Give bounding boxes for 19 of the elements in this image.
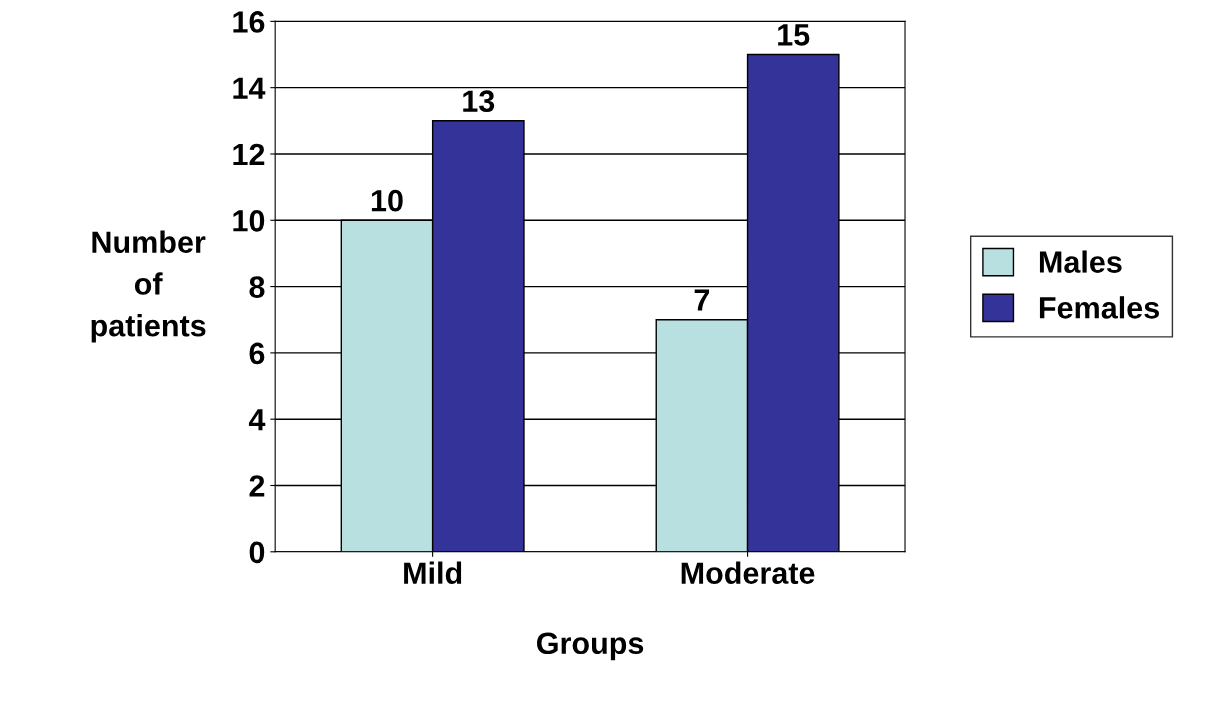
data-label: 15	[778, 24, 810, 46]
legend-label: Males	[1039, 250, 1122, 273]
y-tick-label: 14	[233, 77, 266, 99]
data-label: 7	[694, 289, 710, 311]
y-tick-label: 0	[249, 541, 265, 564]
x-tick-label: Moderate	[681, 561, 815, 584]
y-tick-label: 8	[249, 276, 265, 298]
y-axis-title: Number of patients	[91, 230, 206, 343]
data-label: 13	[463, 90, 495, 113]
y-tick-label: 2	[249, 475, 265, 497]
y-tick-label: 16	[233, 11, 265, 33]
y-tick-label: 4	[248, 409, 266, 431]
y-tick-label: 6	[249, 342, 265, 365]
x-tick-label: Mild	[404, 561, 462, 584]
y-tick-label: 12	[233, 143, 265, 166]
y-tick-label: 10	[233, 210, 265, 232]
legend-label: Females	[1039, 296, 1159, 319]
x-axis-title: Groups	[537, 632, 644, 661]
data-label: 10	[371, 189, 403, 212]
